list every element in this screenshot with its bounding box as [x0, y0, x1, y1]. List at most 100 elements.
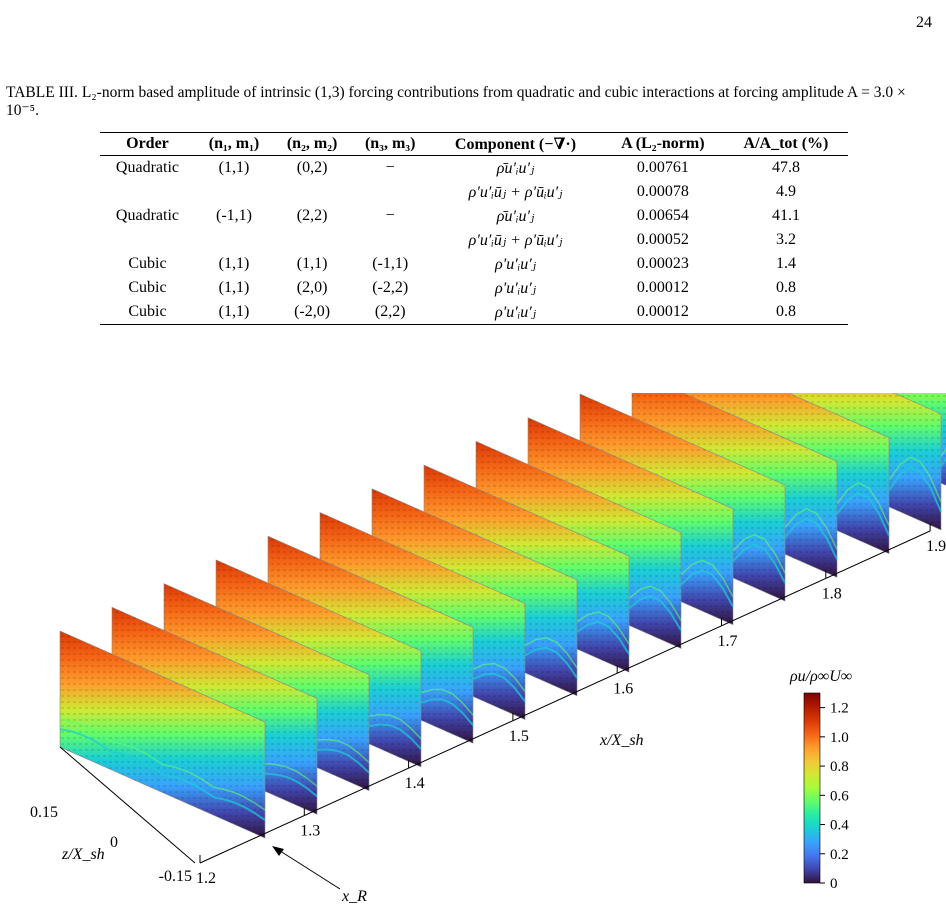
table-row: Cubic (1,1) (-2,0) (2,2) ρ′u′ᵢu′ⱼ 0.0001…: [100, 300, 848, 325]
table-row: ρ′u′ᵢūⱼ + ρ′ūᵢu′ⱼ 0.00078 4.9: [100, 180, 848, 204]
z-tick-label: 0: [110, 834, 118, 851]
x-tick-label: 1.6: [613, 680, 633, 697]
cell-order: Cubic: [128, 255, 167, 272]
cell-mode-1: (1,1): [218, 303, 250, 320]
header-mode-2: (n₂, m₂): [286, 135, 338, 152]
cell-mode-2: (0,2): [296, 159, 328, 176]
cell-component: ρ′u′ᵢūⱼ + ρ′ūᵢu′ⱼ: [468, 232, 563, 249]
x-tick-label: 1.9: [926, 538, 946, 555]
cell-mode-2: (-2,0): [294, 303, 331, 320]
xr-label: x_R: [341, 888, 367, 905]
cell-mode-2: (2,0): [296, 279, 328, 296]
colorbar-tick-label: 0.4: [830, 818, 849, 834]
cell-mode-1: (1,1): [218, 279, 250, 296]
header-amplitude: A (L₂-norm): [621, 135, 705, 152]
header-order: Order: [126, 135, 169, 152]
x-tick-label: 1.3: [300, 823, 320, 840]
cell-component: ρ′u′ᵢu′ⱼ: [495, 256, 536, 273]
colorbar-tick-label: 1.2: [830, 701, 849, 717]
page-number: 24: [916, 14, 932, 31]
table-row: Cubic (1,1) (2,0) (-2,2) ρ′u′ᵢu′ⱼ 0.0001…: [100, 276, 848, 300]
cell-amplitude: 0.00052: [636, 231, 689, 248]
cell-component: ρ′u′ᵢu′ⱼ: [495, 304, 536, 321]
table-row: Cubic (1,1) (1,1) (-1,1) ρ′u′ᵢu′ⱼ 0.0002…: [100, 252, 848, 276]
cell-mode-2: [273, 180, 351, 204]
cell-mode-2: [273, 228, 351, 252]
table-row: Quadratic (-1,1) (2,2) − ρ̄u′ᵢu′ⱼ 0.0065…: [100, 204, 848, 228]
colorbar-label: ρu/ρ∞U∞: [789, 668, 852, 685]
table-caption: TABLE III. L₂-norm based amplitude of in…: [6, 84, 936, 120]
cell-order: Quadratic: [115, 207, 179, 224]
cell-component: ρ′u′ᵢūⱼ + ρ′ūᵢu′ⱼ: [468, 184, 563, 201]
cell-mode-3: (2,2): [374, 303, 406, 320]
z-ticks: 0.15 0 -0.15: [30, 804, 192, 885]
axes: [59, 530, 931, 864]
cell-mode-3: (-1,1): [372, 255, 409, 272]
colorbar-gradient: [803, 692, 821, 884]
cell-mode-3: −: [385, 159, 395, 176]
table-header-row: Order (n₁, m₁) (n₂, m₂) (n₃, m₃) Compone…: [100, 132, 848, 156]
x-tick-label: 1.2: [196, 870, 216, 887]
cell-ratio: 3.2: [775, 231, 796, 248]
cell-order: [100, 228, 195, 252]
cell-mode-1: [195, 228, 273, 252]
cell-component: ρ′u′ᵢu′ⱼ: [495, 280, 536, 297]
cell-mode-2: (1,1): [296, 255, 328, 272]
header-component: Component (−∇·): [454, 136, 577, 153]
cell-mode-1: (1,1): [218, 159, 250, 176]
colorbar-tick-label: 0: [830, 876, 838, 892]
x-tick-label: 1.8: [822, 586, 842, 603]
z-tick-label: 0.15: [30, 804, 58, 821]
cell-order: Cubic: [128, 279, 167, 296]
cell-amplitude: 0.00654: [636, 207, 689, 224]
x-tick-label: 1.5: [509, 728, 529, 745]
colorbar-tick-label: 0.6: [830, 788, 849, 804]
x-tick-label: 1.4: [405, 775, 425, 792]
cell-mode-3: [351, 228, 429, 252]
cell-ratio: 1.4: [775, 255, 796, 272]
cell-amplitude: 0.00761: [636, 159, 689, 176]
cell-amplitude: 0.00078: [636, 183, 689, 200]
flow-slice: [59, 630, 266, 839]
colorbar: ρu/ρ∞U∞ 1.2 1.0 0.8 0.6 0.4 0.2 0: [789, 668, 852, 892]
cell-mode-3: [351, 180, 429, 204]
table-row: ρ′u′ᵢūⱼ + ρ′ūᵢu′ⱼ 0.00052 3.2: [100, 228, 848, 252]
z-axis-line: [59, 746, 196, 864]
cell-order: Cubic: [128, 303, 167, 320]
colorbar-tick-label: 0.8: [830, 759, 849, 775]
x-tick-label: 1.7: [718, 633, 738, 650]
cell-component: ρ̄u′ᵢu′ⱼ: [496, 208, 535, 225]
cell-ratio: 0.8: [775, 279, 796, 296]
results-table: Order (n₁, m₁) (n₂, m₂) (n₃, m₃) Compone…: [100, 132, 848, 325]
colorbar-ticks: 1.2 1.0 0.8 0.6 0.4 0.2 0: [820, 701, 849, 892]
table-row: Quadratic (1,1) (0,2) − ρ̄u′ᵢu′ⱼ 0.00761…: [100, 156, 848, 181]
z-axis-label: z/X_sh: [61, 846, 105, 863]
cell-amplitude: 0.00012: [636, 303, 689, 320]
results-table-wrap: Order (n₁, m₁) (n₂, m₂) (n₃, m₃) Compone…: [100, 132, 848, 325]
cell-ratio: 41.1: [771, 207, 800, 224]
x-axis-label: x/X_sh: [599, 732, 644, 749]
slices-layer: [59, 393, 946, 839]
cell-order: Quadratic: [115, 159, 179, 176]
cell-mode-2: (2,2): [296, 207, 328, 224]
cell-mode-1: (-1,1): [215, 207, 252, 224]
colorbar-tick-label: 1.0: [830, 730, 849, 746]
colorbar-tick-label: 0.2: [830, 847, 849, 863]
cell-ratio: 4.9: [775, 183, 796, 200]
cell-mode-1: [195, 180, 273, 204]
header-ratio: A/A_tot (%): [743, 135, 829, 152]
x-ticks: 1.2 1.3 1.4 1.5 1.6 1.7 1.8 1.9: [196, 523, 946, 887]
cell-mode-1: (1,1): [218, 255, 250, 272]
cell-mode-3: (-2,2): [372, 279, 409, 296]
caption-text: L₂-norm based amplitude of intrinsic (1,…: [6, 84, 906, 119]
header-mode-3: (n₃, m₃): [364, 135, 416, 152]
header-mode-1: (n₁, m₁): [208, 135, 260, 152]
cell-amplitude: 0.00023: [636, 255, 689, 272]
x-axis-line: [199, 530, 931, 864]
cell-ratio: 47.8: [771, 159, 800, 176]
z-tick-label: -0.15: [159, 868, 192, 885]
cell-mode-3: −: [385, 207, 395, 224]
xr-marker: x_R: [272, 846, 367, 905]
cell-amplitude: 0.00012: [636, 279, 689, 296]
cell-component: ρ̄u′ᵢu′ⱼ: [496, 160, 535, 177]
